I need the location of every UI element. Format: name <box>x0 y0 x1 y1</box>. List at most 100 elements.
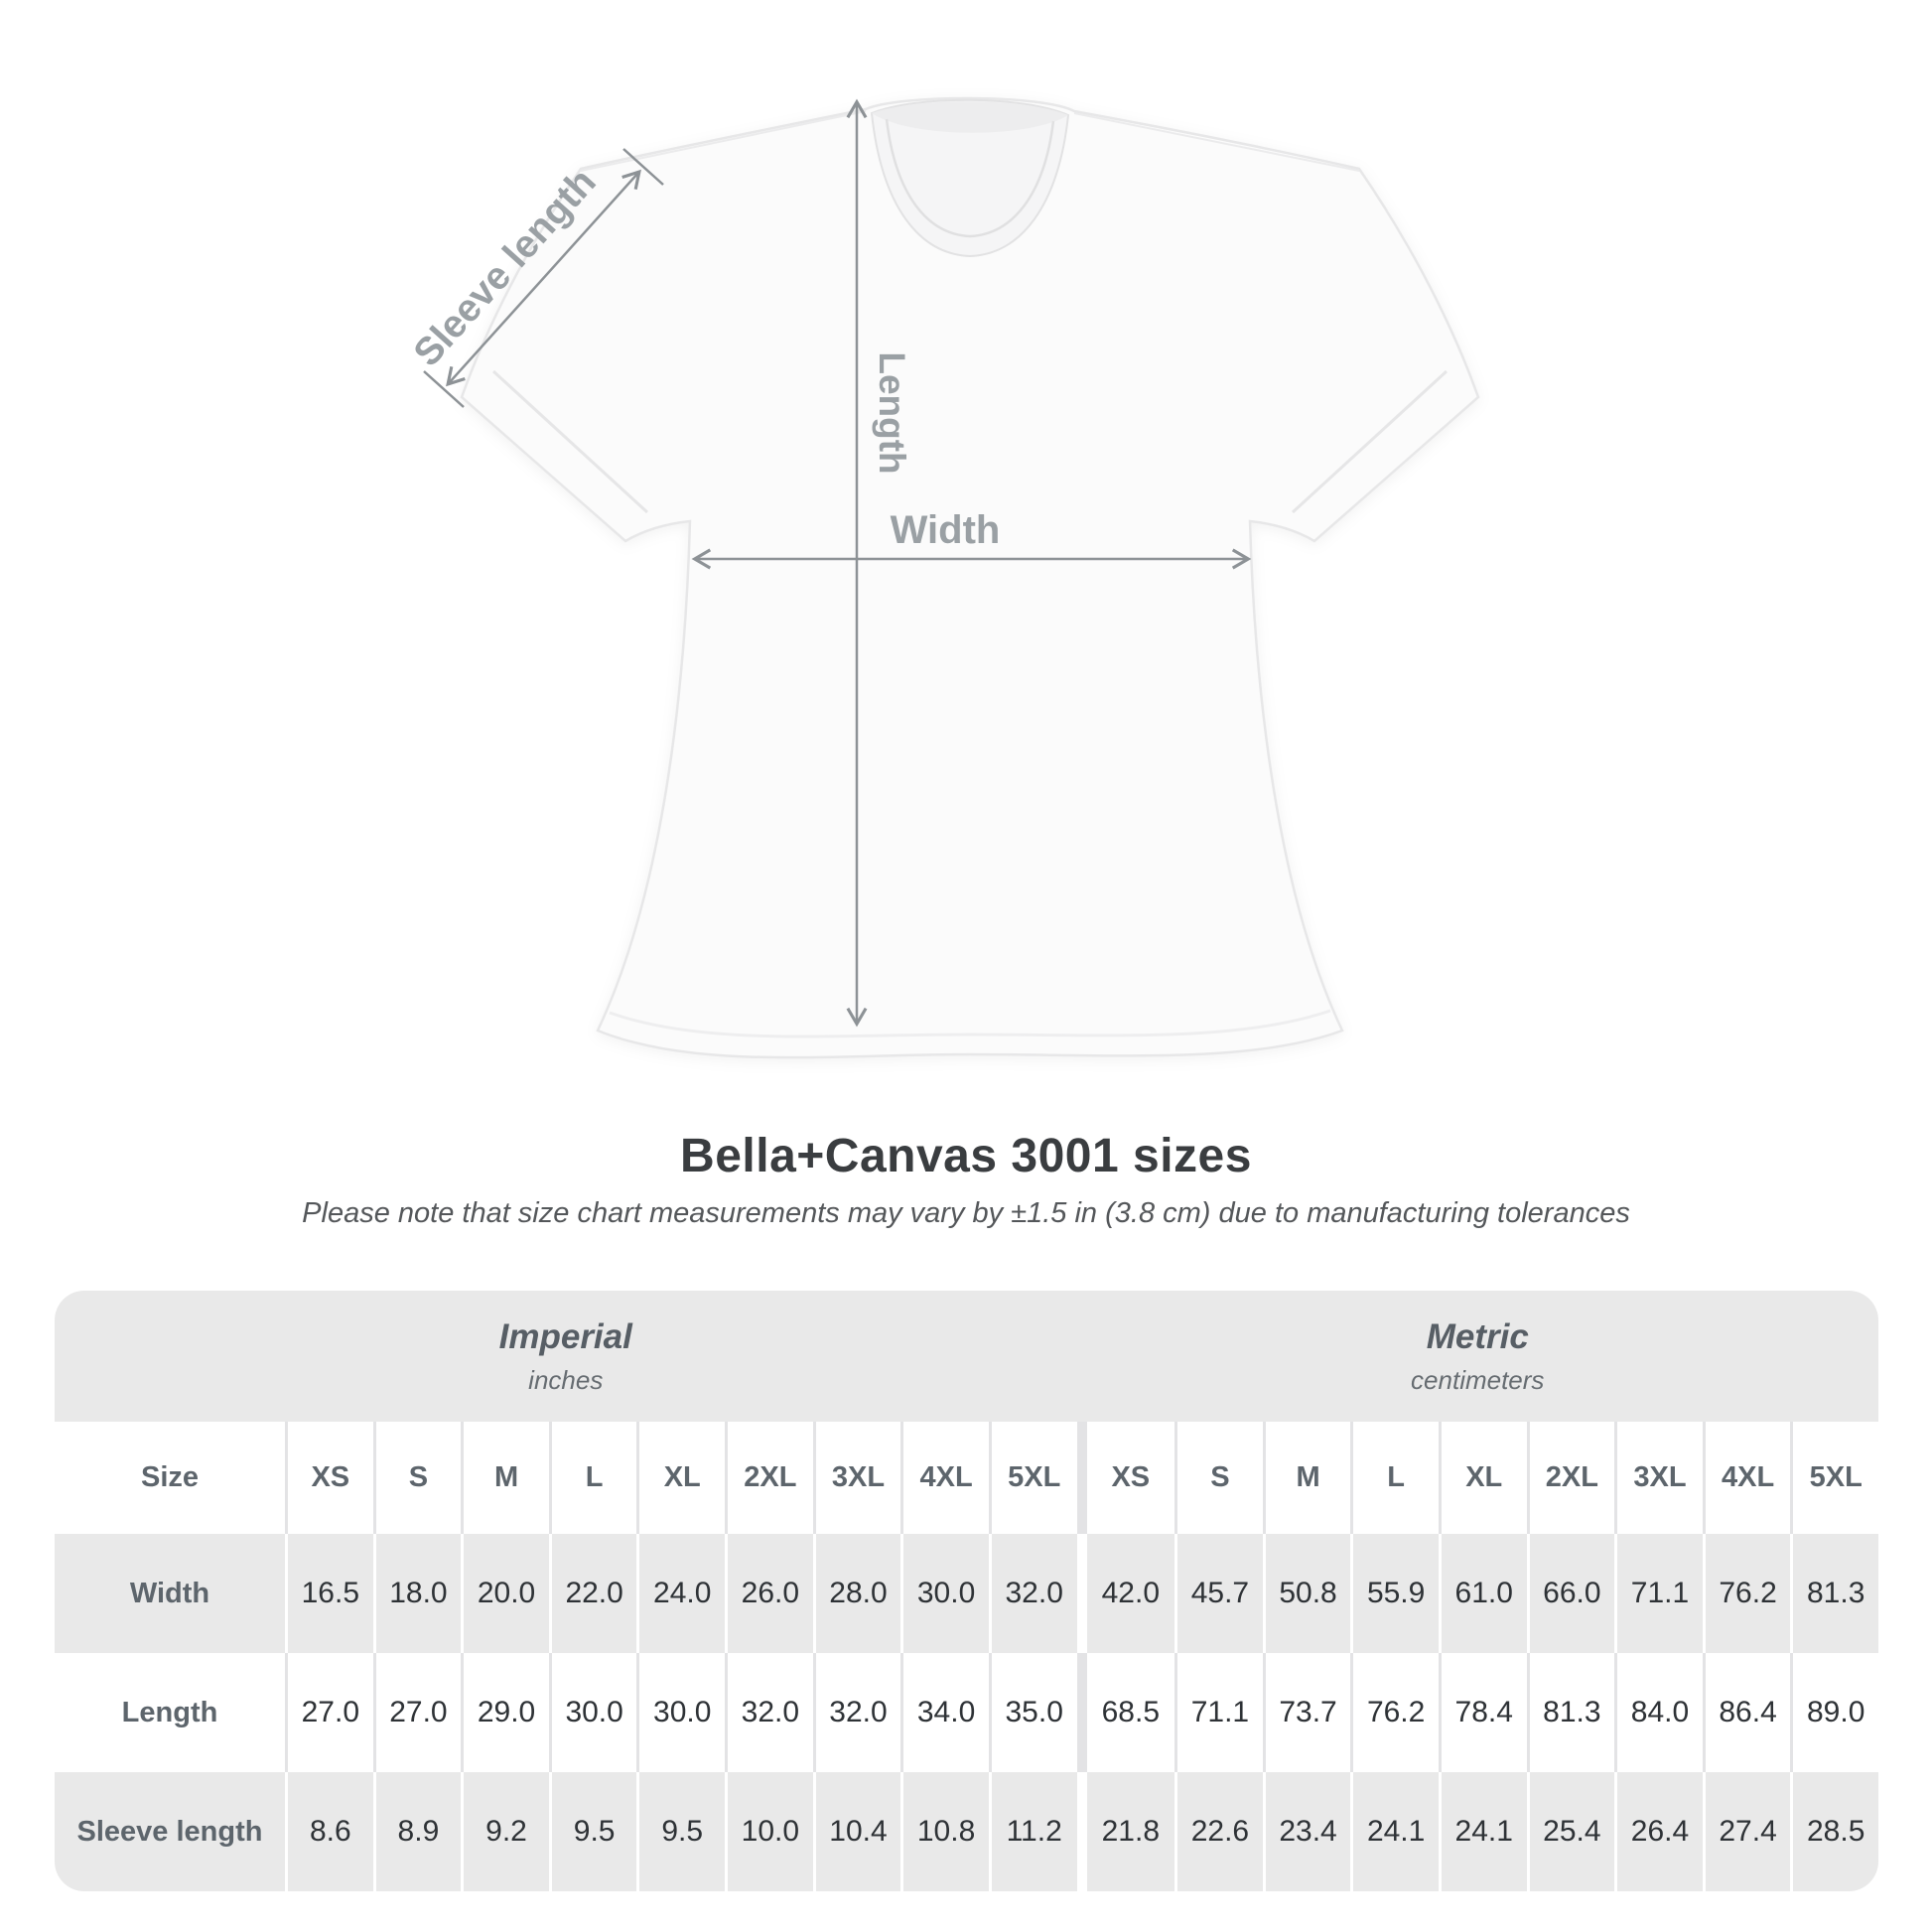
sleeve-imperial: 8.9 <box>372 1772 462 1891</box>
group-separator <box>1076 1422 1087 1534</box>
row-label: Sleeve length <box>55 1772 285 1891</box>
length-metric: 89.0 <box>1790 1653 1878 1772</box>
hem-seam <box>609 1009 1331 1038</box>
unit-header-imperial: Imperial inches <box>55 1291 1077 1422</box>
length-imperial: 29.0 <box>461 1653 549 1772</box>
row-label: Length <box>55 1653 285 1772</box>
length-metric: 86.4 <box>1702 1653 1791 1772</box>
shoulder-seam-left <box>580 110 867 172</box>
length-metric: 76.2 <box>1350 1653 1439 1772</box>
group-separator <box>1076 1653 1087 1772</box>
sleeve-metric: 24.1 <box>1438 1772 1527 1891</box>
width-metric: 45.7 <box>1174 1534 1263 1653</box>
length-imperial: 34.0 <box>900 1653 989 1772</box>
collar-opening <box>870 98 1070 258</box>
tshirt-svg: Sleeve length Length Width <box>406 96 1480 1059</box>
width-metric: 66.0 <box>1526 1534 1615 1653</box>
size-col-metric: 2XL <box>1526 1422 1615 1534</box>
length-imperial: 32.0 <box>812 1653 901 1772</box>
metric-label: Metric <box>1426 1316 1529 1356</box>
sleeve-metric: 26.4 <box>1614 1772 1703 1891</box>
size-col-imperial: M <box>461 1422 549 1534</box>
length-imperial: 32.0 <box>725 1653 813 1772</box>
width-metric: 76.2 <box>1702 1534 1791 1653</box>
row-label: Width <box>55 1534 285 1653</box>
width-imperial: 22.0 <box>548 1534 637 1653</box>
size-col-metric: 5XL <box>1790 1422 1878 1534</box>
length-metric: 68.5 <box>1086 1653 1175 1772</box>
sleeve-length-arrow <box>446 169 641 387</box>
length-metric: 81.3 <box>1526 1653 1615 1772</box>
size-col-imperial: XS <box>285 1422 373 1534</box>
width-imperial: 30.0 <box>900 1534 989 1653</box>
size-header: Size <box>55 1422 285 1534</box>
width-imperial: 26.0 <box>725 1534 813 1653</box>
sleeve-metric: 23.4 <box>1262 1772 1351 1891</box>
group-separator <box>1076 1772 1087 1891</box>
width-metric: 61.0 <box>1438 1534 1527 1653</box>
page-subtitle: Please note that size chart measurements… <box>302 1197 1630 1229</box>
collar-back-band <box>872 101 1068 133</box>
sleeve-imperial: 9.5 <box>548 1772 637 1891</box>
shoulder-seam-right <box>1073 112 1360 172</box>
group-separator <box>1076 1534 1087 1653</box>
length-imperial: 27.0 <box>285 1653 373 1772</box>
width-metric: 55.9 <box>1350 1534 1439 1653</box>
size-col-metric: 3XL <box>1614 1422 1703 1534</box>
sleeve-metric: 25.4 <box>1526 1772 1615 1891</box>
size-col-imperial: 5XL <box>988 1422 1077 1534</box>
sleeve-metric: 21.8 <box>1086 1772 1175 1891</box>
length-imperial: 35.0 <box>988 1653 1077 1772</box>
size-col-metric: XL <box>1438 1422 1527 1534</box>
size-col-imperial: S <box>372 1422 462 1534</box>
sleeve-metric: 22.6 <box>1174 1772 1263 1891</box>
unit-header-metric: Metric centimeters <box>1076 1291 1878 1422</box>
sleeve-imperial: 10.0 <box>725 1772 813 1891</box>
size-table: Imperial inches Metric centimeters Size … <box>55 1291 1878 1891</box>
size-col-imperial: L <box>548 1422 637 1534</box>
sleeve-imperial: 9.2 <box>461 1772 549 1891</box>
size-col-metric: S <box>1174 1422 1263 1534</box>
size-col-metric: 4XL <box>1702 1422 1791 1534</box>
page-title: Bella+Canvas 3001 sizes <box>680 1130 1252 1182</box>
tshirt-illustration <box>460 96 1480 1059</box>
sleeve-imperial: 8.6 <box>285 1772 373 1891</box>
width-imperial: 24.0 <box>636 1534 726 1653</box>
imperial-unit: inches <box>528 1364 604 1395</box>
length-metric: 71.1 <box>1174 1653 1263 1772</box>
sleeve-metric: 24.1 <box>1350 1772 1439 1891</box>
sleeve-imperial: 10.4 <box>812 1772 901 1891</box>
imperial-label: Imperial <box>498 1316 632 1356</box>
size-col-imperial: XL <box>636 1422 726 1534</box>
width-metric: 50.8 <box>1262 1534 1351 1653</box>
tshirt-measurement-diagram: Sleeve length Length Width <box>406 96 1480 1059</box>
sleeve-imperial: 10.8 <box>900 1772 989 1891</box>
size-col-imperial: 2XL <box>725 1422 813 1534</box>
width-metric: 71.1 <box>1614 1534 1703 1653</box>
width-imperial: 16.5 <box>285 1534 373 1653</box>
sleeve-imperial: 9.5 <box>636 1772 726 1891</box>
length-imperial: 27.0 <box>372 1653 462 1772</box>
size-col-metric: XS <box>1086 1422 1175 1534</box>
size-col-metric: L <box>1350 1422 1439 1534</box>
length-metric: 78.4 <box>1438 1653 1527 1772</box>
size-col-imperial: 4XL <box>900 1422 989 1534</box>
sleeve-metric: 27.4 <box>1702 1772 1791 1891</box>
size-col-metric: M <box>1262 1422 1351 1534</box>
length-label: Length <box>872 351 912 474</box>
width-imperial: 20.0 <box>461 1534 549 1653</box>
sleeve-arrow-tick-upper <box>622 148 664 186</box>
collar-rib-seam <box>885 118 1055 238</box>
sleeve-arrow-tick-lower <box>423 370 465 408</box>
cuff-seam-right <box>1291 369 1449 514</box>
width-label: Width <box>891 508 1001 552</box>
length-metric: 84.0 <box>1614 1653 1703 1772</box>
width-imperial: 28.0 <box>812 1534 901 1653</box>
width-metric: 42.0 <box>1086 1534 1175 1653</box>
size-col-imperial: 3XL <box>812 1422 901 1534</box>
width-imperial: 18.0 <box>372 1534 462 1653</box>
sleeve-imperial: 11.2 <box>988 1772 1077 1891</box>
length-imperial: 30.0 <box>636 1653 726 1772</box>
width-metric: 81.3 <box>1790 1534 1878 1653</box>
